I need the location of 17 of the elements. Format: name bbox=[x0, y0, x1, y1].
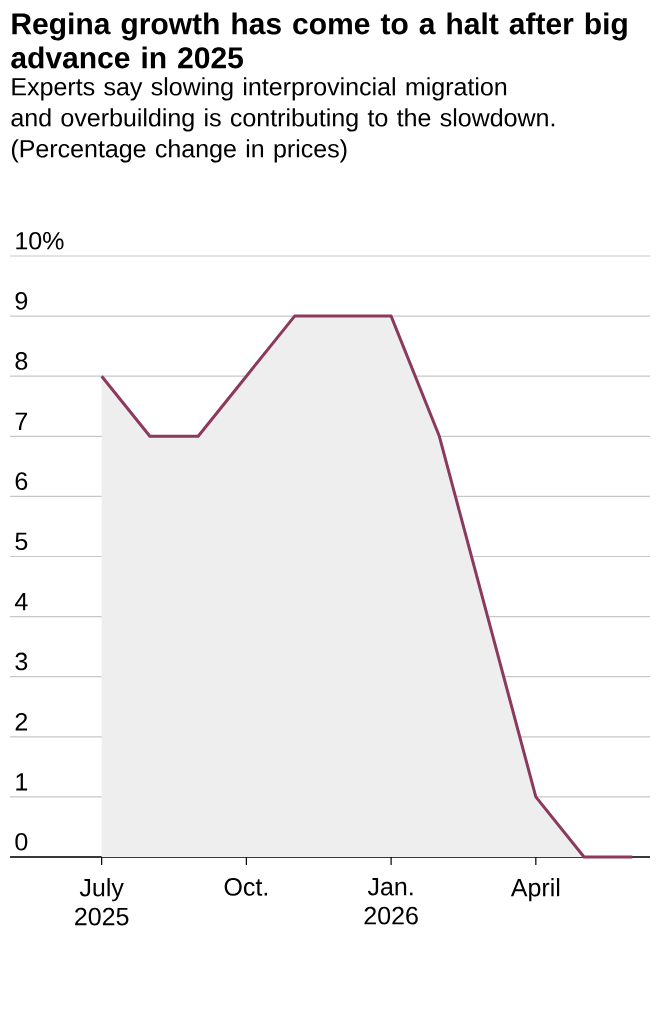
y-tick-label: 8 bbox=[15, 352, 28, 370]
y-tick-label: 3 bbox=[15, 652, 28, 671]
y-tick-label: 0 bbox=[15, 832, 28, 851]
y-tick-label: 2 bbox=[15, 712, 28, 731]
x-tick-label: July 2025 bbox=[75, 878, 129, 926]
y-tick-label: 9 bbox=[15, 292, 28, 310]
x-tick-label: Oct. bbox=[224, 878, 268, 896]
y-tick-label: 10% bbox=[16, 231, 64, 250]
chart-subtitle: Experts say slowing interprovincial migration and overbuilding is contributing to the slowdown. (Percentage change in prices) bbox=[11, 77, 555, 163]
y-tick-label: 4 bbox=[14, 593, 28, 611]
chart-title: Regina growth has come to a halt after big advance in 2025 bbox=[11, 12, 627, 69]
y-tick-label: 7 bbox=[15, 412, 28, 430]
x-tick-label: Jan. 2026 bbox=[364, 878, 418, 925]
y-tick-label: 1 bbox=[16, 773, 28, 791]
x-tick-label: April bbox=[510, 878, 560, 902]
y-tick-label: 5 bbox=[15, 532, 28, 551]
y-tick-label: 6 bbox=[15, 472, 28, 491]
